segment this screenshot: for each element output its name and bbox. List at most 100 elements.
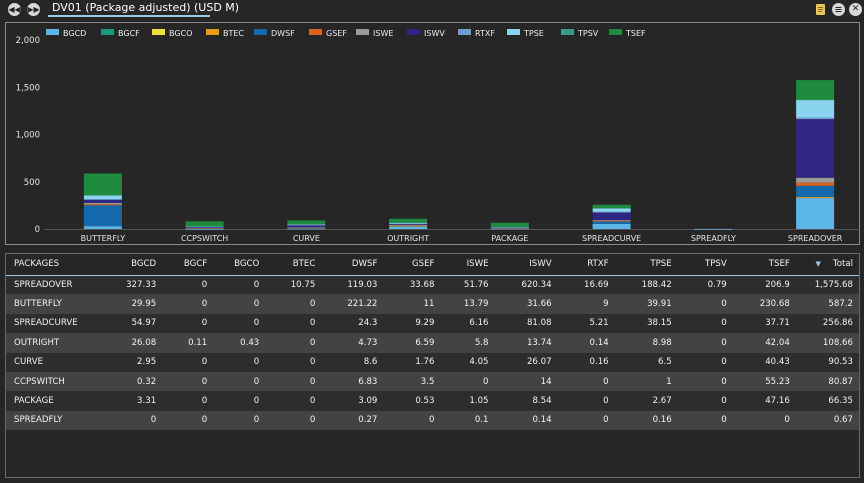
legend-item-iswv[interactable]: ISWV [407,29,445,39]
bar-segment-package-iswv[interactable] [490,227,529,229]
legend-item-bgcd[interactable]: BGCD [46,29,86,39]
table-row[interactable]: PACKAGE 3.31 0 0 0 3.09 0.53 1.05 8.54 0 2.67 0 47.1… [6,391,859,411]
bar-segment-butterfly-tsef[interactable] [83,173,122,196]
table-row[interactable]: OUTRIGHT 26.08 0.11 0.43 0 4.73 6.59 5.8 13.74 0.… [6,333,859,353]
bar-segment-spreadover-tpse[interactable] [796,99,835,118]
legend-item-rtxf[interactable]: RTXF [458,29,495,39]
bar-segment-outright-gsef[interactable] [389,225,428,227]
column-header-btec[interactable]: BTEC [265,254,322,276]
bar-segment-spreadcurve-tsef[interactable] [592,204,631,209]
menu-icon[interactable] [832,3,845,16]
column-header-total[interactable]: ▼ Total [795,254,859,276]
bar-segment-ccpswitch-gsef[interactable] [185,227,224,229]
legend-item-gsef[interactable]: GSEF [309,29,347,39]
table-row[interactable]: SPREADFLY 0 0 0 0 0.27 0 0.1 0.14 0 0.16 0 0 0.67 [6,410,859,431]
bar-segment-spreadcurve-rtxf[interactable] [592,211,631,213]
bar-segment-spreadover-gsef[interactable] [796,182,835,186]
bar-segment-curve-iswv[interactable] [287,224,326,228]
legend-item-bgcf[interactable]: BGCF [101,29,140,39]
table-row[interactable]: CURVE 2.95 0 0 0 8.6 1.76 4.05 26.07 0.16 6.5 0 40.4… [6,352,859,372]
bar-segment-outright-tsef[interactable] [389,218,428,223]
bar-segment-package-iswe[interactable] [490,228,529,229]
bar-segment-curve-bgcd[interactable] [287,228,326,230]
column-header-label: ISWV [529,259,552,270]
value-cell: 0 [150,415,157,426]
column-header-tsef[interactable]: TSEF [732,254,796,276]
value-cell: 0 [721,299,727,310]
bar-segment-package-tpse[interactable] [490,227,529,228]
bar-segment-butterfly-dwsf[interactable] [83,205,122,227]
bar-segment-outright-bgcd[interactable] [389,226,428,229]
bar-segment-curve-iswe[interactable] [287,227,326,228]
legend-item-dwsf[interactable]: DWSF [254,29,295,39]
bar-segment-ccpswitch-bgcd[interactable] [185,228,224,230]
bar-segment-outright-dwsf[interactable] [389,226,428,227]
table-row[interactable]: SPREADOVER 327.33 0 0 10.75 119.03 33.68 51.76 6… [6,275,859,295]
bar-segment-ccpswitch-iswv[interactable] [185,226,224,228]
bar-segment-spreadover-tsef[interactable] [796,80,835,100]
column-header-gsef[interactable]: GSEF [383,254,441,276]
bar-segment-curve-tsef[interactable] [287,220,326,225]
sort-descending-icon[interactable]: ▼ [815,260,821,269]
bar-segment-spreadover-bgcd[interactable] [796,198,835,229]
bar-segment-butterfly-gsef[interactable] [83,204,122,206]
column-header-packages[interactable]: PACKAGES [6,254,95,276]
bar-segment-spreadover-rtxf[interactable] [796,117,835,120]
bar-segment-curve-tpse[interactable] [287,224,326,225]
legend-item-bgco[interactable]: BGCO [152,29,192,39]
column-header-bgco[interactable]: BGCO [213,254,266,276]
bar-segment-curve-gsef[interactable] [287,227,326,229]
bar-segment-butterfly-iswv[interactable] [83,199,122,203]
bar-segment-outright-rtxf[interactable] [389,223,428,225]
column-header-iswe[interactable]: ISWE [440,254,495,276]
bar-segment-package-tsef[interactable] [490,222,529,228]
bar-segment-spreadfly-tpse[interactable] [694,228,733,230]
legend-item-tpsv[interactable]: TPSV [561,29,598,39]
bar-segment-ccpswitch-dwsf[interactable] [185,228,224,229]
column-header-bgcd[interactable]: BGCD [94,254,163,276]
bar-segment-spreadcurve-bgcd[interactable] [592,223,631,229]
legend-item-btec[interactable]: BTEC [206,29,244,39]
bar-segment-spreadover-btec[interactable] [796,197,835,199]
close-icon[interactable]: ✕ [849,3,862,16]
legend-item-tsef[interactable]: TSEF [609,29,646,39]
bar-segment-outright-tpse[interactable] [389,222,428,224]
bar-segment-spreadcurve-tpse[interactable] [592,208,631,212]
bar-segment-spreadcurve-dwsf[interactable] [592,221,631,224]
column-header-rtxf[interactable]: RTXF [557,254,615,276]
column-header-tpsv[interactable]: TPSV [677,254,733,276]
column-header-iswv[interactable]: ISWV [494,254,558,276]
rewind-icon[interactable]: ◀◀ [8,3,21,16]
column-header-tpse[interactable]: TPSE [614,254,678,276]
bar-segment-spreadcurve-gsef[interactable] [592,220,631,222]
legend-item-iswe[interactable]: ISWE [356,29,393,39]
page-title[interactable]: DV01 (Package adjusted) (USD M) [52,1,240,14]
bar-segment-spreadcurve-iswe[interactable] [592,220,631,221]
table-row[interactable]: BUTTERFLY 29.95 0 0 0 221.22 11 13.79 31.66 9 39.9… [6,294,859,314]
bar-segment-outright-iswv[interactable] [389,223,428,225]
bar-segment-ccpswitch-tsef[interactable] [185,221,224,227]
bar-segment-butterfly-iswe[interactable] [83,202,122,205]
bar-segment-butterfly-rtxf[interactable] [83,199,122,200]
note-icon[interactable] [814,3,827,16]
value-cell: 24.3 [358,318,378,329]
bar-segment-butterfly-bgcd[interactable] [83,226,122,229]
bar-segment-spreadcurve-iswv[interactable] [592,212,631,221]
table-header-row: PACKAGES BGCD BGCF BGCO BTEC DWSF GSEF ISWE ISWV… [6,254,859,276]
legend-item-tpse[interactable]: TPSE [507,29,544,39]
bar-segment-ccpswitch-tpse[interactable] [185,226,224,228]
column-header-dwsf[interactable]: DWSF [321,254,384,276]
bar-segment-outright-bgco[interactable] [389,226,428,228]
table-row[interactable]: CCPSWITCH 0.32 0 0 0 6.83 3.5 0 14 0 1 0 55.23 80.87 [6,371,859,392]
bar-segment-spreadover-dwsf[interactable] [796,185,835,198]
bar-segment-curve-rtxf[interactable] [287,224,326,226]
bar-segment-outright-iswe[interactable] [389,224,428,226]
bar-segment-spreadover-tpsv[interactable] [796,99,835,101]
fast-forward-icon[interactable]: ▶▶ [27,3,40,16]
table-row[interactable]: SPREADCURVE 54.97 0 0 0 24.3 9.29 6.16 81.08 5.21… [6,313,859,334]
bar-segment-spreadover-iswv[interactable] [796,119,835,178]
column-header-bgcf[interactable]: BGCF [162,254,214,276]
bar-segment-butterfly-tpse[interactable] [83,195,122,200]
bar-segment-spreadover-iswe[interactable] [796,177,835,183]
value-cell: 55.23 [765,376,790,387]
